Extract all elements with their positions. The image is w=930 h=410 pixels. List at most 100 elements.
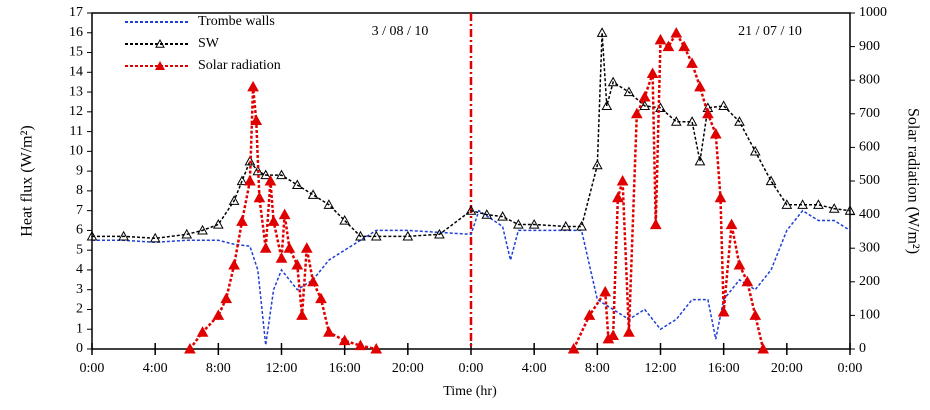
sw-marker [623,86,635,97]
sw-marker [513,218,524,229]
y-tick-label: 9 [76,163,83,178]
sw-marker [118,230,129,241]
sw-marker [291,179,303,190]
x-tick-label: 8:00 [585,361,610,376]
y-axis-label: Heat flux (W/m²) [19,125,36,236]
solar-marker [612,191,624,203]
solar-marker [354,339,367,351]
sw-marker [228,195,240,205]
x-tick-label: 20:00 [392,361,424,376]
solar-marker [646,67,659,78]
solar-marker [725,218,738,230]
y-tick-label: 14 [69,65,83,80]
y2-tick-label: 600 [859,140,880,155]
solar-marker [296,309,308,320]
solar-marker [250,114,263,126]
y-tick-label: 11 [70,124,83,139]
solar-marker [616,174,629,186]
y-tick-label: 16 [69,25,83,40]
solar-marker [757,342,769,354]
y-tick-label: 13 [69,84,83,99]
y-tick-label: 3 [76,282,83,297]
solar-marker [253,191,266,203]
solar-marker [184,342,196,354]
x-tick-label: 0:00 [838,361,863,376]
x-tick-label: 4:00 [522,361,547,376]
sw-marker [528,218,540,229]
solar-marker [291,258,304,270]
sw-marker [497,211,508,221]
solar-marker [749,309,762,320]
sw-marker [596,27,608,37]
solar-marker [338,334,351,346]
sw-marker [639,100,651,110]
solar-marker [714,191,727,203]
y-tick-label: 6 [76,223,83,238]
series-line [92,32,851,240]
solar-marker [264,174,277,186]
sw-marker [149,232,161,243]
y-tick-label: 2 [76,302,83,317]
solar-marker [220,292,233,304]
x-tick-label: 20:00 [771,361,803,376]
x-tick-label: 12:00 [645,361,677,376]
y2-tick-label: 900 [859,39,880,54]
solar-marker [630,107,643,119]
sw-marker [591,159,603,170]
legend-label: SW [198,36,220,51]
x-tick-label: 16:00 [708,361,740,376]
sw-marker [181,228,193,239]
legend-marker [155,61,165,70]
y-tick-label: 0 [76,341,83,356]
x-tick-label: 0:00 [80,361,105,376]
y-tick-label: 1 [76,321,83,336]
x-tick-label: 8:00 [206,361,231,376]
solar-marker [278,208,291,220]
sw-marker [465,205,477,215]
y2-tick-label: 0 [859,341,866,356]
sw-marker [601,100,613,110]
x-tick-label: 12:00 [266,361,298,376]
sw-marker [323,199,335,209]
legend-marker [155,38,165,48]
sw-marker [370,230,382,241]
sw-marker [781,199,793,209]
sw-marker [718,100,730,110]
solar-marker [741,275,754,287]
solar-marker [247,80,259,92]
x-axis-label: Time (hr) [443,384,497,399]
sw-marker [765,175,777,186]
solar-marker [244,174,256,186]
solar-marker [323,326,335,337]
sw-marker [434,228,445,239]
y2-tick-label: 200 [859,274,880,289]
sw-marker [402,230,414,241]
y-tick-label: 7 [76,203,83,218]
solar-marker [583,309,596,320]
sw-marker [797,199,808,209]
solar-marker [599,285,612,297]
solar-marker [638,90,651,102]
solar-marker [259,242,272,253]
date-annotation: 21 / 07 / 10 [738,24,802,39]
series-line [92,209,851,346]
y2-axis-label: Solar radiation (W/m²) [904,108,921,254]
sw-marker [734,116,745,126]
solar-marker [717,306,730,317]
solar-marker [694,80,706,92]
y-tick-label: 10 [69,144,83,159]
x-tick-label: 16:00 [329,361,361,376]
solar-marker [662,40,675,52]
y2-tick-label: 800 [859,72,880,87]
y-tick-label: 17 [69,5,83,20]
x-tick-label: 0:00 [459,361,484,376]
solar-marker [649,218,662,230]
solar-marker [709,127,722,139]
sw-marker [355,230,366,241]
y2-tick-label: 100 [859,308,880,323]
sw-marker [686,116,698,126]
solar-marker [300,242,313,253]
y-tick-label: 8 [76,183,83,198]
sw-marker [749,145,761,156]
sw-marker [276,169,287,180]
